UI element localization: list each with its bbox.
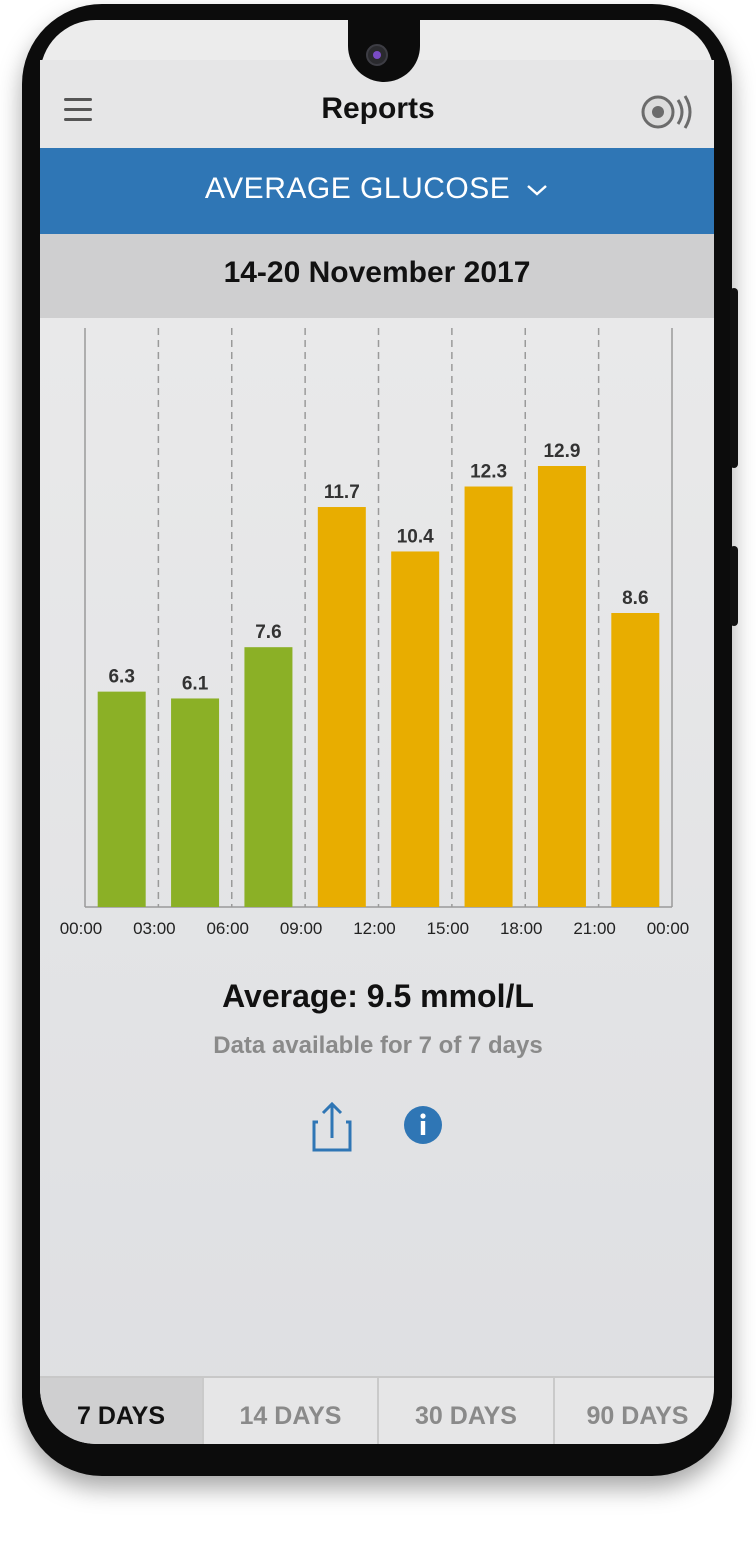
info-icon[interactable] [402, 1104, 444, 1146]
x-tick-label: 12:00 [353, 919, 396, 938]
front-camera [366, 44, 388, 66]
x-tick-label: 06:00 [206, 919, 249, 938]
bar-value-label: 7.6 [255, 622, 281, 643]
x-tick-label: 18:00 [500, 919, 543, 938]
page-title: Reports [321, 92, 435, 125]
date-range: 14-20 November 2017 [223, 256, 531, 289]
chevron-down-icon [527, 185, 547, 196]
bar-09:00-12:00 [317, 507, 366, 907]
x-tick-label: 21:00 [573, 919, 616, 938]
bar-value-label: 12.3 [470, 462, 507, 483]
average-glucose-chart: 6.3 6.1 7.6 11.7 10.4 12.3 12.9 8.6 00:00 03:00 06… [60, 328, 690, 938]
bar-value-label: 6.1 [182, 673, 209, 694]
side-button-lower [730, 546, 738, 626]
bar-15:00-18:00 [464, 486, 513, 907]
report-type-label: AVERAGE GLUCOSE [40, 172, 714, 206]
data-availability: Data available for 7 of 7 days [213, 1032, 543, 1059]
side-button [730, 288, 738, 468]
bar-21:00-00:00 [611, 613, 660, 907]
x-tick-label: 00:00 [60, 919, 103, 938]
tab-30-days[interactable]: 30 DAYS [379, 1378, 555, 1444]
report-type-text: AVERAGE GLUCOSE [204, 172, 511, 205]
bar-value-label: 11.7 [324, 482, 360, 503]
date-range-bar: 14-20 November 2017 [40, 234, 714, 318]
bar-value-label: 12.9 [543, 441, 580, 462]
tab-90-days[interactable]: 90 DAYS [586, 1402, 689, 1430]
sensor-scan-icon[interactable] [640, 94, 696, 130]
x-tick-label: 09:00 [280, 919, 323, 938]
range-tabs: 7 DAYS 14 DAYS 30 DAYS 90 DAYS [40, 1376, 714, 1444]
x-tick-label: 00:00 [647, 919, 690, 938]
bar-18:00-21:00 [537, 466, 586, 907]
bar-value-label: 10.4 [397, 526, 434, 547]
hamburger-menu-icon[interactable] [64, 98, 92, 122]
x-tick-label: 15:00 [427, 919, 470, 938]
bar-06:00-09:00 [244, 647, 293, 907]
report-type-selector[interactable]: AVERAGE GLUCOSE [40, 148, 714, 234]
tab-7-days[interactable]: 7 DAYS [40, 1378, 204, 1444]
bar-value-label: 8.6 [622, 588, 648, 609]
average-value: Average: 9.5 mmol/L [222, 978, 534, 1014]
bar-12:00-15:00 [391, 551, 440, 907]
bar-03:00-06:00 [171, 698, 220, 907]
x-tick-label: 03:00 [133, 919, 176, 938]
bar-00:00-03:00 [97, 691, 146, 907]
tab-14-days[interactable]: 14 DAYS [204, 1378, 379, 1444]
bar-value-label: 6.3 [108, 667, 134, 688]
share-icon[interactable] [310, 1100, 354, 1154]
